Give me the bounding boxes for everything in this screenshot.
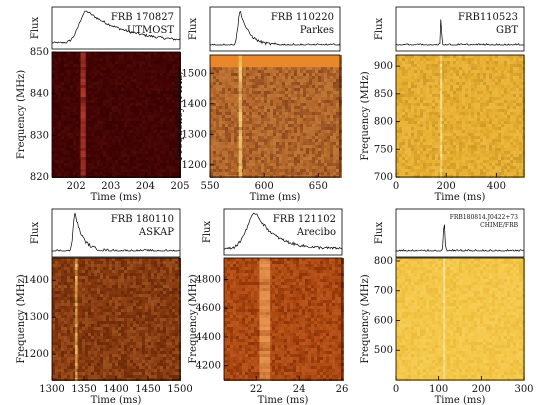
frb-panel-2: Flux FRB110523 GBT 0 200 400 700 750 800 850 900 Ti…	[360, 7, 525, 203]
y-tick-label: 500	[374, 345, 393, 356]
flux-axis-label: Flux	[30, 17, 41, 40]
x-tick-label: 100	[429, 384, 448, 395]
x-tick-label: 22	[250, 384, 263, 395]
y-tick-label: 850	[374, 89, 393, 100]
frb-panel-3: Flux FRB 180110 ASKAP 1300 1350 1400 1450 1500 1…	[16, 209, 193, 405]
y-tick-label: 840	[30, 89, 49, 100]
x-tick-label: 24	[293, 384, 306, 395]
frb-name-label: FRB110523	[458, 12, 518, 23]
frb-name-label: FRB 180110	[111, 214, 174, 225]
x-tick-label: 204	[136, 181, 155, 192]
y-tick-label: 1400	[24, 275, 49, 286]
x-axis-label: Time (ms)	[435, 395, 486, 405]
frb-name-label: FRB 110220	[271, 12, 334, 23]
flux-axis-label: Flux	[374, 222, 385, 245]
y-tick-label: 700	[374, 286, 393, 297]
y-axis-label: Frequency (MHz)	[360, 274, 371, 363]
y-axis-label: Frequency (MHz)	[16, 274, 27, 363]
telescope-label: Arecibo	[296, 227, 336, 238]
frb-name-label: FRB 121102	[273, 214, 336, 225]
y-axis-label: Frequency (MHz)	[360, 71, 371, 160]
x-tick-label: 0	[393, 384, 399, 395]
flux-axis-label: Flux	[374, 18, 385, 41]
x-tick-label: 26	[336, 384, 349, 395]
y-tick-label: 1400	[182, 99, 207, 110]
frb-name-label: FRB180814.J0422+73	[450, 214, 518, 221]
y-tick-label: 900	[374, 61, 393, 72]
dynamic-spectrum	[396, 55, 525, 178]
y-tick-label: 750	[374, 144, 393, 155]
flux-axis-label: Flux	[30, 222, 41, 245]
y-tick-label: 1300	[24, 312, 49, 323]
x-tick-label: 300	[514, 384, 533, 395]
telescope-label: Parkes	[300, 25, 334, 36]
y-tick-label: 700	[374, 172, 393, 183]
x-axis-label: Time (ms)	[91, 192, 142, 203]
dynamic-spectrum	[396, 258, 525, 381]
y-axis-label: Frequency (MHz)	[174, 71, 185, 160]
x-tick-label: 202	[67, 181, 86, 192]
x-tick-label: 205	[170, 181, 189, 192]
flux-axis-label: Flux	[188, 18, 199, 41]
telescope-label: GBT	[496, 25, 518, 36]
flux-axis-label: Flux	[202, 221, 213, 244]
x-tick-label: 1450	[135, 384, 160, 395]
y-tick-label: 1300	[182, 129, 207, 140]
y-tick-label: 800	[374, 256, 393, 267]
frb-panel-4: Flux FRB 121102 Arecibo 22 24 26 4200 4400 4600 4…	[188, 209, 348, 405]
telescope-label: CHIME/FRB	[480, 222, 518, 229]
y-tick-label: 600	[374, 315, 393, 326]
y-tick-label: 850	[30, 47, 49, 58]
x-tick-label: 400	[487, 181, 506, 192]
x-tick-label: 1350	[71, 384, 96, 395]
dynamic-spectrum	[52, 258, 181, 381]
x-tick-label: 550	[200, 181, 219, 192]
x-tick-label: 1400	[103, 384, 128, 395]
y-tick-label: 820	[30, 172, 49, 183]
x-axis-label: Time (ms)	[250, 192, 301, 203]
y-axis-label: Frequency (MHz)	[16, 70, 27, 159]
telescope-label: UTMOST	[127, 25, 174, 36]
dynamic-spectrum	[52, 52, 181, 178]
x-tick-label: 203	[101, 181, 120, 192]
y-axis-label: Frequency (MHz)	[188, 274, 199, 363]
x-tick-label: 1300	[39, 384, 64, 395]
y-tick-label: 4200	[196, 361, 221, 372]
y-tick-label: 830	[30, 130, 49, 141]
telescope-label: ASKAP	[138, 227, 174, 238]
frb-name-label: FRB 170827	[111, 12, 174, 23]
dynamic-spectrum	[224, 258, 344, 381]
y-tick-label: 1200	[24, 349, 49, 360]
x-tick-label: 200	[472, 384, 491, 395]
x-axis-label: Time (ms)	[258, 395, 309, 405]
x-tick-label: 0	[393, 181, 399, 192]
y-tick-label: 4400	[196, 332, 221, 343]
x-axis-label: Time (ms)	[91, 395, 142, 405]
x-tick-label: 1500	[167, 384, 192, 395]
y-tick-label: 1500	[182, 68, 207, 79]
frb-panel-0: Flux FRB 170827 UTMOST 202 203 204 205 820 830 84…	[16, 7, 190, 203]
y-tick-label: 800	[374, 117, 393, 128]
x-axis-label: Time (ms)	[435, 192, 486, 203]
y-tick-label: 4600	[196, 303, 221, 314]
x-tick-label: 650	[309, 181, 328, 192]
y-tick-label: 1200	[182, 160, 207, 171]
x-tick-label: 600	[255, 181, 274, 192]
y-tick-label: 4800	[196, 275, 221, 286]
frb-panel-1: Flux FRB 110220 Parkes 550 600 650 1200 1300 140…	[174, 7, 342, 203]
dynamic-spectrum	[210, 55, 342, 178]
band-mask	[210, 55, 340, 67]
x-tick-label: 200	[437, 181, 456, 192]
